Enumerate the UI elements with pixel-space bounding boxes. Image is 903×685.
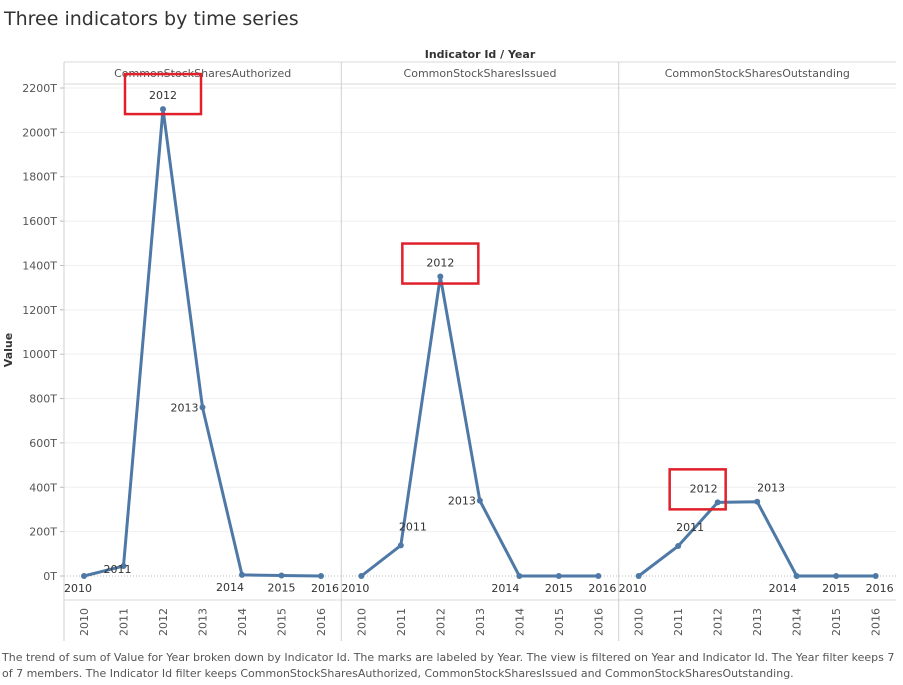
data-label: 2013 [757, 482, 785, 495]
highlight-box [401, 242, 480, 285]
data-point [516, 573, 523, 579]
data-point [555, 573, 562, 579]
y-tick-label: 2000T [22, 126, 57, 139]
data-point [476, 497, 483, 504]
data-point [437, 273, 444, 280]
x-tick-label: 2011 [672, 608, 685, 636]
x-tick-label: 2014 [791, 608, 804, 636]
x-tick-label: 2010 [633, 608, 646, 636]
data-label: 2010 [341, 582, 369, 595]
data-point [120, 563, 127, 570]
series-line [360, 275, 599, 578]
data-point [199, 404, 206, 411]
data-label: 2015 [545, 582, 573, 595]
chart-header: Indicator Id / Year [425, 48, 536, 61]
data-point [358, 573, 365, 579]
y-tick-label: 600T [29, 437, 57, 450]
highlight-box [668, 468, 727, 511]
x-tick-label: 2012 [157, 608, 170, 636]
data-point [833, 573, 840, 579]
data-label: 2016 [311, 582, 339, 595]
data-label: 2011 [676, 521, 704, 534]
x-tick-label: 2010 [78, 608, 91, 636]
x-tick-label: 2011 [395, 608, 408, 636]
data-point [872, 573, 879, 579]
y-tick-label: 1400T [22, 259, 57, 272]
x-tick-label: 2013 [751, 608, 764, 636]
x-tick-label: 2016 [315, 608, 328, 636]
data-label: 2016 [866, 582, 894, 595]
x-tick-label: 2015 [553, 608, 566, 636]
data-label: 2012 [690, 482, 718, 495]
x-tick-label: 2012 [434, 608, 447, 636]
panel-header-label: CommonStockSharesOutstanding [665, 67, 850, 80]
data-label: 2015 [268, 582, 296, 595]
x-tick-label: 2013 [197, 608, 210, 636]
x-tick-label: 2016 [592, 608, 605, 636]
y-tick-label: 200T [29, 526, 57, 539]
series-line [83, 107, 322, 578]
x-tick-label: 2012 [712, 608, 725, 636]
line-chart: Indicator Id / Year 0T 200T 400T 600T 800T 100… [2, 48, 896, 641]
data-point [278, 572, 285, 579]
data-label: 2015 [822, 582, 850, 595]
x-tick-label: 2014 [236, 608, 249, 636]
data-point [318, 573, 324, 579]
data-point [81, 573, 87, 579]
x-tick-label: 2016 [870, 608, 883, 636]
y-tick-label: 0T [43, 570, 57, 583]
chart-caption: The trend of sum of Value for Year broke… [2, 651, 895, 680]
y-tick-label: 400T [29, 481, 57, 494]
x-tick-label: 2013 [474, 608, 487, 636]
highlight-box [123, 72, 203, 116]
y-tick-label: 1800T [22, 171, 57, 184]
x-tick-label: 2014 [513, 608, 526, 636]
data-label: 2014 [769, 582, 797, 595]
data-point [160, 106, 166, 113]
y-tick-label: 1200T [22, 304, 57, 317]
data-point [239, 571, 245, 578]
x-tick-label: 2015 [276, 608, 289, 636]
data-point [793, 573, 800, 579]
data-point [754, 498, 761, 505]
y-tick-label: 1600T [22, 215, 57, 228]
data-label: 2013 [448, 495, 476, 508]
data-label: 2010 [619, 582, 647, 595]
data-label: 2010 [64, 582, 92, 595]
data-point [595, 573, 602, 579]
data-label: 2011 [104, 563, 132, 576]
data-point [714, 499, 721, 506]
data-label: 2014 [491, 582, 519, 595]
x-tick-label: 2010 [355, 608, 368, 636]
data-point [635, 573, 642, 579]
panel-header-label: CommonStockSharesIssued [404, 67, 557, 80]
data-label: 2013 [171, 401, 199, 414]
data-point [675, 543, 682, 550]
data-label: 2016 [588, 582, 616, 595]
y-tick-label: 800T [29, 393, 57, 406]
data-point [397, 542, 404, 549]
page-title: Three indicators by time series [4, 8, 299, 30]
panel-header-label: CommonStockSharesAuthorized [114, 67, 291, 80]
data-label: 2012 [426, 257, 454, 270]
x-tick-label: 2011 [118, 608, 131, 636]
y-tick-label: 2200T [22, 82, 57, 95]
x-tick-label: 2015 [830, 608, 843, 636]
series-line [637, 500, 876, 578]
y-axis-title: Value [2, 333, 15, 367]
data-label: 2012 [149, 89, 177, 102]
y-tick-label: 1000T [22, 348, 57, 361]
data-label: 2011 [399, 520, 427, 533]
data-label: 2014 [216, 581, 244, 594]
